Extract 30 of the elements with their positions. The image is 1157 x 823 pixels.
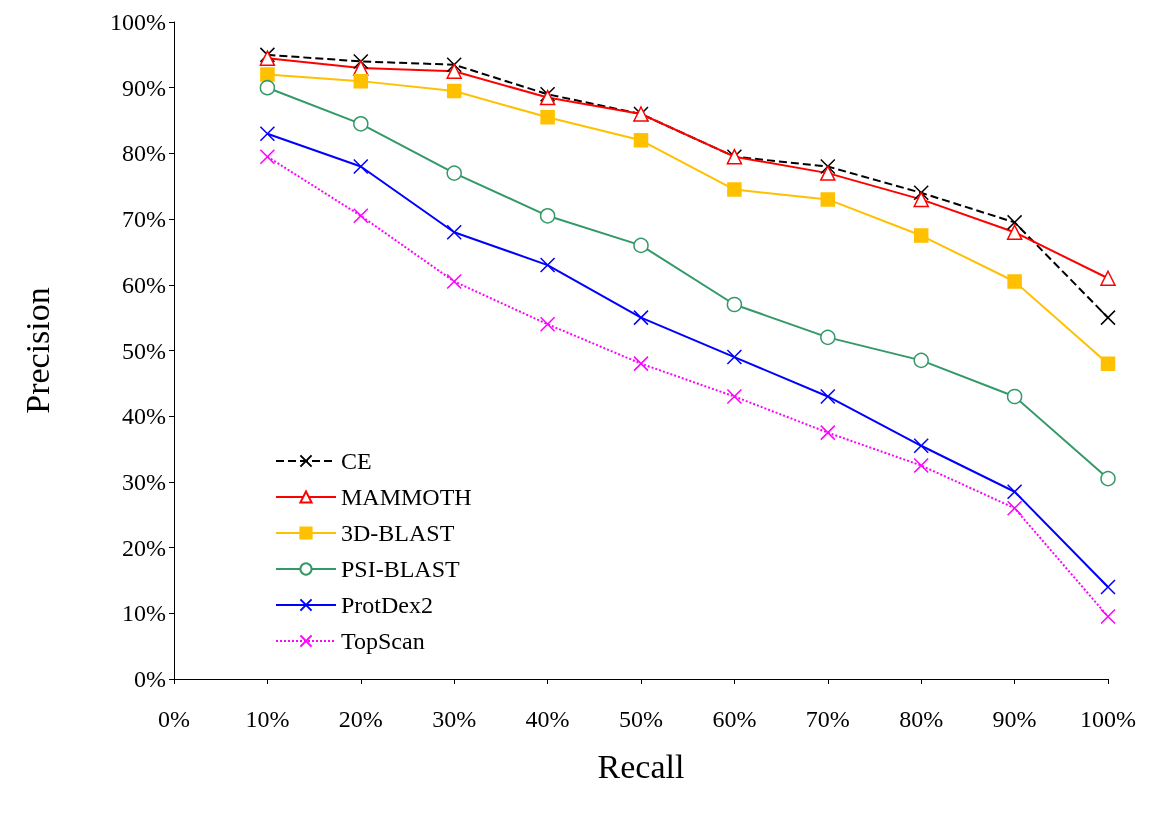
y-tick-label: 80% xyxy=(122,140,166,167)
legend-label: ProtDex2 xyxy=(341,592,433,618)
y-tick-label: 30% xyxy=(122,468,166,495)
y-tick-label: 40% xyxy=(122,403,166,430)
y-tick-label: 10% xyxy=(122,600,166,627)
x-tick-label: 40% xyxy=(525,706,570,732)
y-tick-label: 70% xyxy=(122,206,166,233)
x-tick-label: 80% xyxy=(899,706,944,732)
y-axis-title: Precision xyxy=(18,287,56,414)
legend-label: PSI-BLAST xyxy=(341,556,461,582)
x-tick-label: 50% xyxy=(619,706,663,732)
legend-label: 3D-BLAST xyxy=(341,520,455,546)
x-tick-label: 20% xyxy=(338,706,383,732)
x-tick-label: 0% xyxy=(158,706,190,732)
x-axis-title: Recall xyxy=(597,747,685,785)
y-tick-label: 20% xyxy=(122,534,166,561)
y-tick-label: 60% xyxy=(122,271,166,298)
x-tick-label: 60% xyxy=(712,706,757,732)
x-tick-label: 100% xyxy=(1080,706,1136,732)
y-tick-label: 0% xyxy=(134,666,166,692)
x-tick-label: 10% xyxy=(245,706,290,732)
x-tick-label: 30% xyxy=(432,706,477,732)
legend-label: TopScan xyxy=(341,628,425,654)
y-tick-label: 100% xyxy=(110,9,166,35)
x-tick-label: 70% xyxy=(805,706,850,732)
x-tick-label: 90% xyxy=(992,706,1037,732)
legend-label: CE xyxy=(341,448,372,474)
legend-label: MAMMOTH xyxy=(341,484,472,510)
y-tick-label: 50% xyxy=(122,337,166,364)
y-tick-label: 90% xyxy=(122,74,166,101)
